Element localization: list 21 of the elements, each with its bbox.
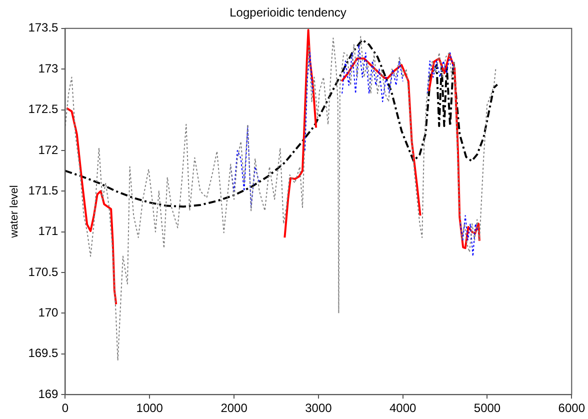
x-tick-label: 4000: [389, 401, 417, 416]
y-tick-label: 171.5: [28, 183, 59, 198]
x-tick-label: 1000: [136, 401, 164, 416]
x-tick-label: 0: [62, 401, 69, 416]
y-tick-label: 172: [38, 142, 59, 157]
y-tick-label: 170: [38, 306, 59, 320]
x-tick-label: 3000: [305, 401, 332, 416]
y-tick-label: 169.5: [28, 346, 59, 360]
x-tick-label: 6000: [558, 401, 586, 416]
y-tick-label: 173.5: [28, 20, 59, 35]
line-series: [65, 38, 498, 208]
y-tick-label: 173: [38, 61, 59, 76]
y-tick-label: 172.5: [28, 102, 59, 116]
y-tick-label: 171: [38, 224, 59, 238]
x-tick-label: 5000: [474, 401, 501, 416]
x-tick-label: 2000: [220, 401, 248, 416]
y-tick-label: 170.5: [28, 264, 59, 279]
line-series: [65, 36, 496, 361]
y-axis-title: water level: [8, 185, 21, 239]
chart-title: Logperioidic tendency: [230, 6, 346, 20]
y-tick-label: 169: [38, 386, 59, 401]
